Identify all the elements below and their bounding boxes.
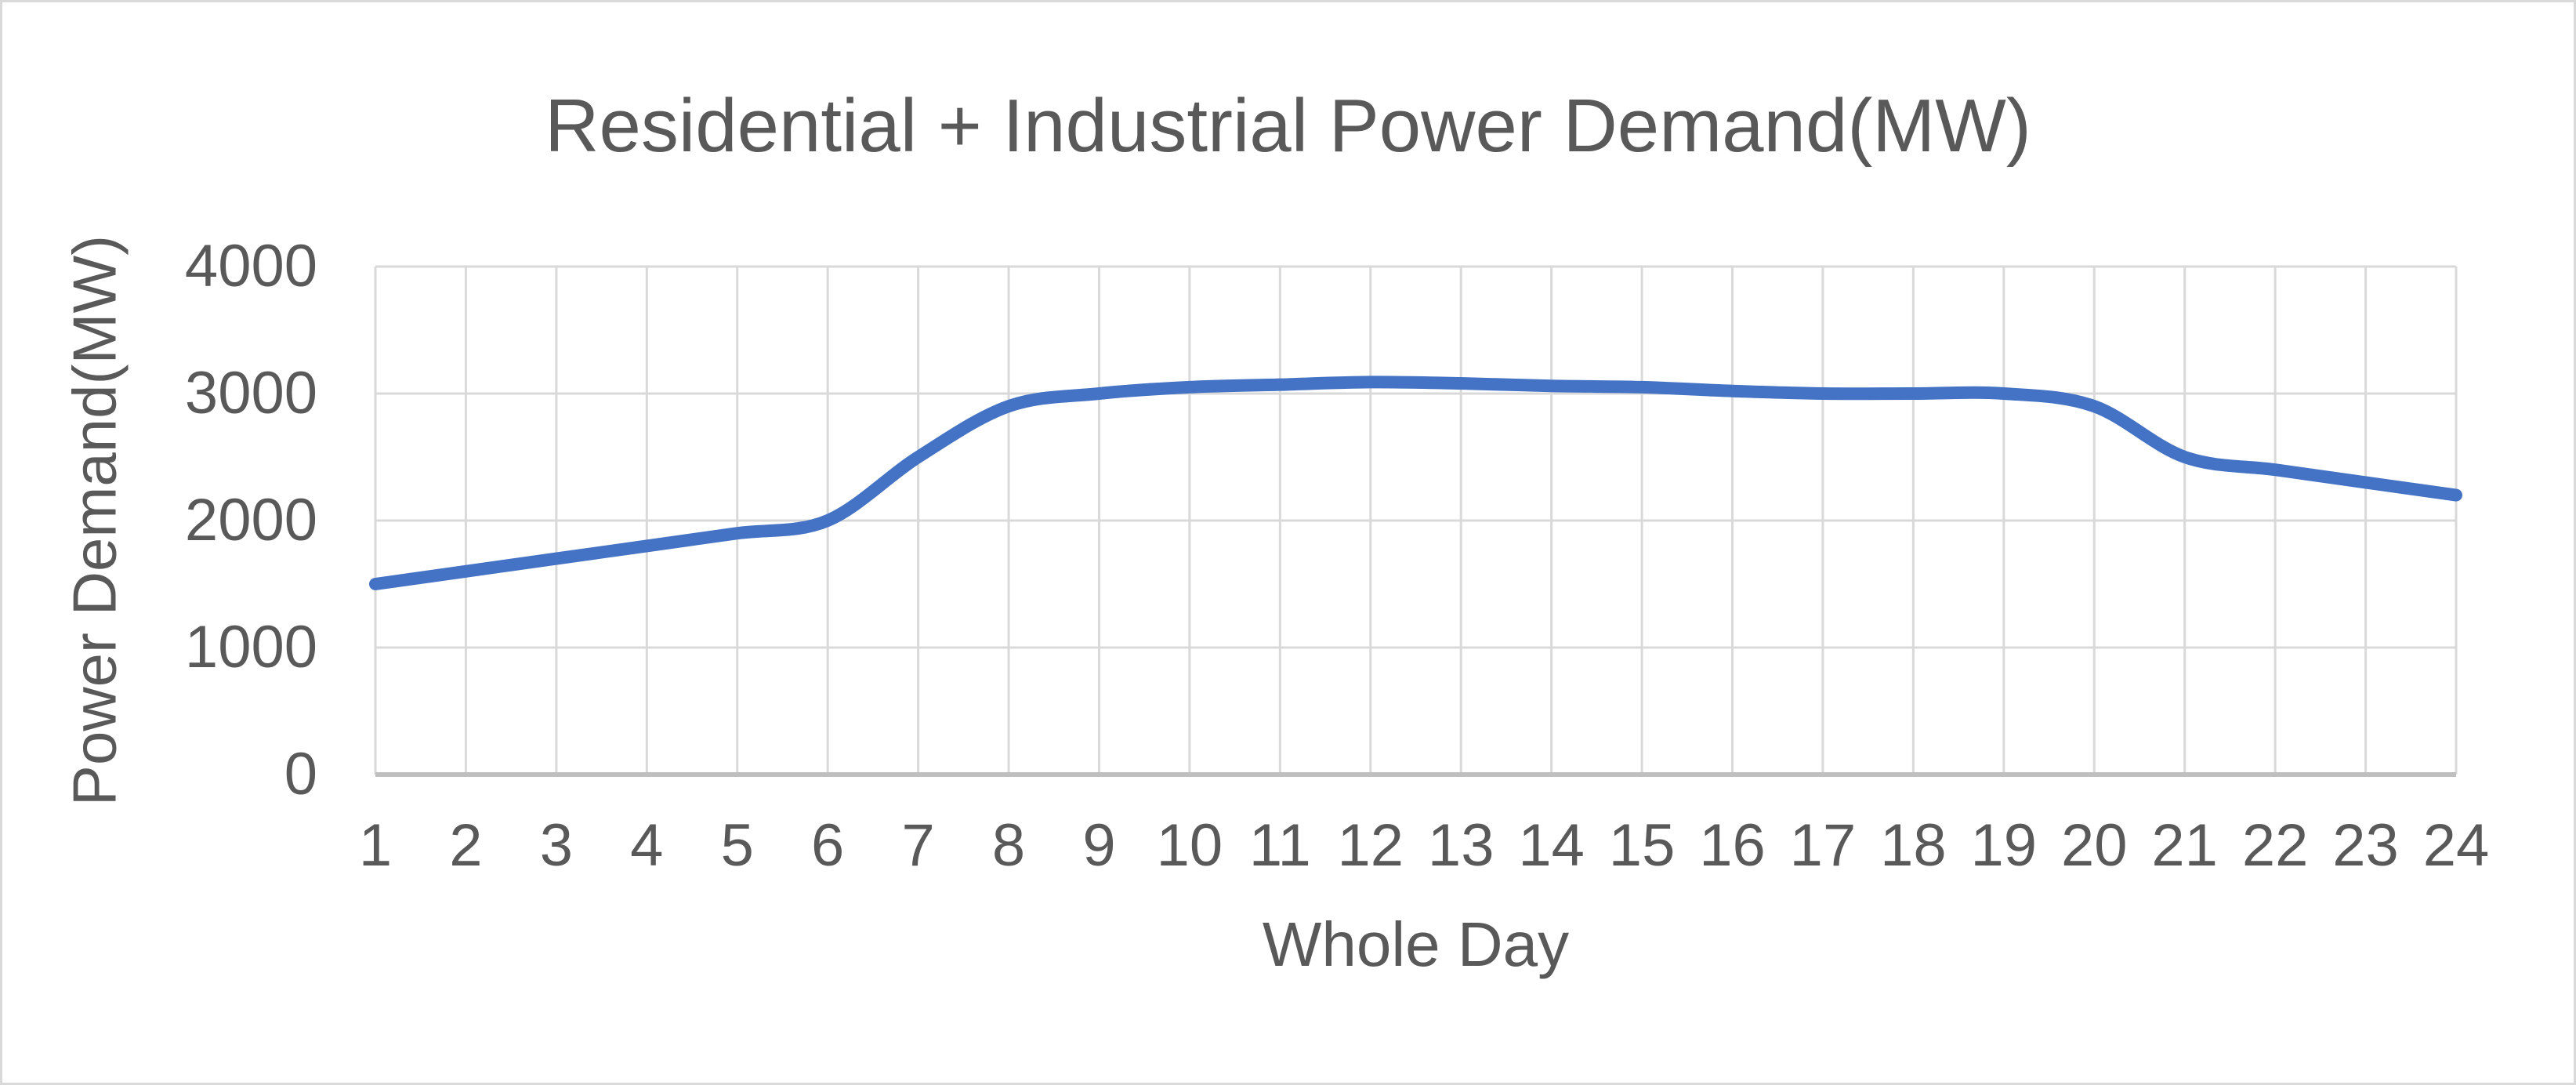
y-tick-label: 3000 (184, 360, 317, 426)
x-tick-label: 17 (1789, 812, 1857, 879)
plot-area (369, 265, 2462, 777)
x-tick-label: 4 (630, 812, 664, 879)
x-tick-label: 5 (720, 812, 754, 879)
x-tick-label: 20 (2060, 812, 2128, 879)
x-tick-label: 1 (358, 812, 393, 879)
x-tick-label: 12 (1337, 812, 1404, 879)
x-tick-label: 13 (1427, 812, 1495, 879)
x-tick-label: 14 (1518, 812, 1585, 879)
x-tick-label: 7 (901, 812, 935, 879)
y-tick-label: 2000 (184, 487, 317, 553)
x-tick-label: 15 (1608, 812, 1676, 879)
x-tick-label: 23 (2332, 812, 2399, 879)
power-demand-line (369, 376, 2462, 590)
y-tick-label: 0 (284, 741, 317, 807)
x-tick-label: 3 (539, 812, 573, 879)
horizontal-gridlines (375, 265, 2456, 776)
x-tick-label: 24 (2422, 812, 2490, 879)
x-axis-title: Whole Day (1262, 909, 1570, 979)
y-tick-label: 1000 (184, 614, 317, 680)
x-tick-label: 9 (1082, 812, 1116, 879)
x-tick-label: 21 (2151, 812, 2218, 879)
x-tick-label: 8 (991, 812, 1026, 879)
x-tick-label: 19 (1970, 812, 2038, 879)
x-tick-label: 6 (811, 812, 845, 879)
y-tick-label: 4000 (184, 233, 317, 299)
x-tick-label: 2 (449, 812, 483, 879)
x-tick-label: 16 (1699, 812, 1766, 879)
chart-title: Residential + Industrial Power Demand(MW… (545, 84, 2031, 168)
x-tick-label: 18 (1880, 812, 1947, 879)
vertical-gridlines (374, 267, 2458, 775)
x-tick-label: 22 (2241, 812, 2309, 879)
x-tick-label: 11 (1248, 812, 1311, 879)
x-tick-label: 10 (1156, 812, 1223, 879)
